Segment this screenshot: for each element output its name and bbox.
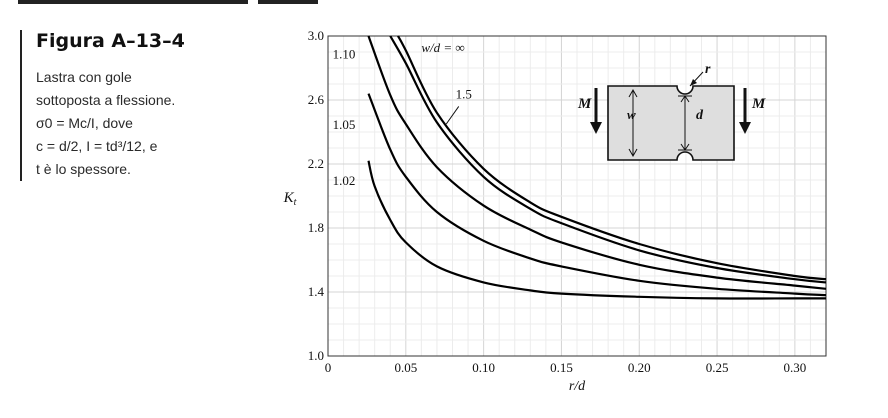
y-tick-label: 3.0 (308, 28, 324, 43)
curve-series (367, 35, 827, 290)
caption-line: sottoposta a flessione. (36, 92, 176, 108)
moment-label-right: M (751, 96, 766, 112)
x-tick-label: 0.25 (706, 360, 729, 375)
y-axis-ticks: 1.0 1.4 1.8 2.2 2.6 3.0 (308, 28, 325, 363)
caption-line: c = d/2, I = td³/12, e (36, 138, 158, 154)
x-tick-label: 0.30 (784, 360, 807, 375)
curve-label: 1.05 (333, 117, 356, 132)
y-tick-label: 2.2 (308, 156, 324, 171)
figure-title: Figura A–13–4 (36, 30, 185, 52)
curve-label: 1.02 (333, 173, 356, 188)
width-label: w (627, 107, 636, 122)
moment-label-left: M (577, 96, 592, 112)
depth-label: d (696, 108, 704, 123)
w-arrowheads (628, 88, 638, 158)
caption-line: σ0 = Mc/I, dove (36, 115, 133, 131)
x-tick-label: 0.20 (628, 360, 651, 375)
curve-label: w/d = ∞ (421, 40, 464, 55)
curve-label-leader (445, 106, 460, 125)
curve-series (397, 35, 827, 281)
y-axis-label: Kt (283, 190, 297, 208)
moment-arrowhead-right (739, 122, 751, 134)
x-axis-label: r/d (569, 379, 586, 394)
figure-caption: Figura A–13–4 Lastra con gole sottoposta… (20, 30, 276, 181)
top-rule (18, 0, 248, 4)
grid-lines (328, 36, 826, 356)
curve-series (389, 35, 827, 284)
x-tick-label: 0.15 (550, 360, 573, 375)
curve-labels: w/d = ∞ 1.5 1.10 1.05 1.02 (333, 40, 472, 188)
curve-series (367, 160, 826, 300)
y-tick-label: 2.6 (308, 92, 325, 107)
x-axis-ticks: 0 0.05 0.10 0.15 0.20 0.25 0.30 (325, 360, 807, 375)
plot-frame (327, 35, 827, 357)
caption-line: Lastra con gole (36, 69, 132, 85)
curve-series (367, 93, 827, 297)
x-tick-label: 0 (325, 360, 332, 375)
d-arrowheads (678, 95, 692, 151)
radius-label: r (705, 62, 711, 77)
moment-arrowhead-left (590, 122, 602, 134)
specimen-diagram: M M w d r (577, 62, 766, 161)
notched-plate (607, 85, 735, 161)
x-tick-label: 0.05 (394, 360, 417, 375)
y-tick-label: 1.4 (308, 284, 325, 299)
caption-line: t è lo spessore. (36, 161, 131, 177)
y-tick-label: 1.0 (308, 348, 324, 363)
curve-label: 1.10 (333, 46, 356, 61)
curve-label: 1.5 (456, 86, 472, 101)
x-tick-label: 0.10 (472, 360, 495, 375)
r-arrowhead (690, 79, 697, 86)
y-tick-label: 1.8 (308, 220, 324, 235)
top-rule-short (258, 0, 318, 4)
curves (367, 35, 827, 300)
